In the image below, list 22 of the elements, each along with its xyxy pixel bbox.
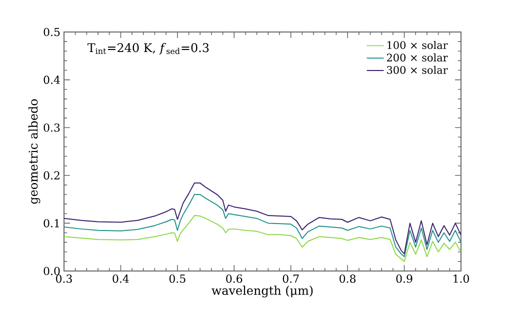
legend-label: 100 × solar bbox=[388, 40, 448, 50]
y-tick-label: 0.5 bbox=[44, 28, 60, 36]
y-tick-label: 0.1 bbox=[44, 219, 59, 228]
annotation: T$_{int}$=240 K, f$_{sed}$=0.3 bbox=[87, 42, 209, 55]
y-tick-label: 0.3 bbox=[44, 123, 60, 132]
x-tick-label: 1.0 bbox=[454, 274, 469, 283]
legend-label: 200 × solar bbox=[386, 53, 448, 62]
x-tick-label: 0.7 bbox=[282, 274, 299, 283]
x-tick-label: 0.8 bbox=[340, 274, 356, 283]
line-series bbox=[64, 182, 461, 254]
x-tick-label: 0.3 bbox=[56, 274, 72, 283]
legend-label: 300 × solar bbox=[387, 66, 448, 74]
x-tick-label: 0.4 bbox=[112, 274, 129, 283]
y-tick-label: 0.2 bbox=[44, 171, 60, 180]
line-series bbox=[64, 194, 461, 258]
x-tick-label: 0.9 bbox=[396, 274, 412, 283]
x-tick-label: 0.5 bbox=[169, 274, 186, 283]
y-tick-label: 0.4 bbox=[44, 76, 60, 84]
y-tick-label: 0.0 bbox=[44, 266, 60, 276]
x-axis-title: wavelength (μm) bbox=[212, 286, 313, 298]
y-axis-title: geometric albedo bbox=[28, 99, 40, 204]
x-tick-label: 0.6 bbox=[226, 274, 242, 283]
